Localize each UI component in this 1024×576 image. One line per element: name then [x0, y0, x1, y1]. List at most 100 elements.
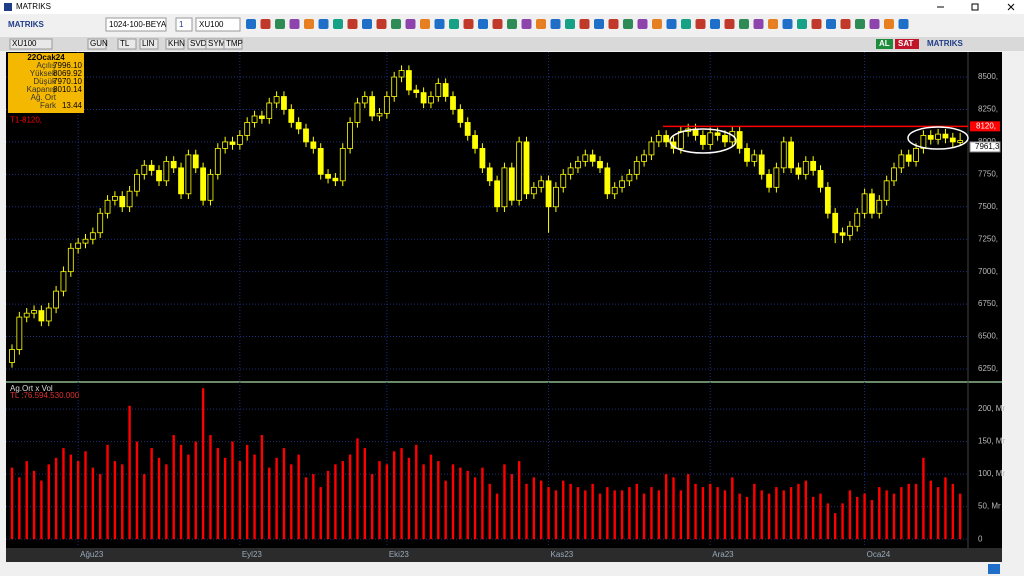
- x-tick-label: Kas23: [551, 550, 574, 559]
- button[interactable]: [895, 39, 919, 49]
- volume-bar: [429, 454, 433, 540]
- toolbar-icon[interactable]: [652, 19, 662, 29]
- button[interactable]: [876, 39, 893, 49]
- volume-bar: [54, 457, 58, 540]
- candle-body: [104, 199, 111, 214]
- candle-body: [479, 148, 486, 169]
- toolbar-icon[interactable]: [275, 19, 285, 29]
- info-value: 8010.14: [53, 85, 82, 94]
- toolbar-icon[interactable]: [666, 19, 677, 29]
- candle-body: [214, 148, 221, 175]
- toolbar-icon[interactable]: [579, 19, 590, 29]
- toolbar-icon[interactable]: [898, 19, 909, 29]
- toolbar-icon[interactable]: [710, 19, 720, 29]
- volume-bar: [393, 451, 396, 540]
- y-tick-label: 7000,: [978, 267, 998, 276]
- toolbar-icon[interactable]: [304, 19, 314, 29]
- toolbar-icon[interactable]: [463, 19, 474, 29]
- template-select[interactable]: [105, 17, 167, 32]
- toolbar-icon[interactable]: [594, 19, 604, 29]
- toolbar-icon[interactable]: [289, 19, 300, 29]
- candle-body: [258, 115, 265, 119]
- toolbar-icon[interactable]: [869, 19, 880, 29]
- close-button[interactable]: [1007, 3, 1015, 11]
- toolbar-icon[interactable]: [884, 19, 894, 29]
- toolbar-icon[interactable]: [434, 19, 445, 29]
- toolbar-icon[interactable]: [681, 19, 691, 29]
- tab[interactable]: [165, 38, 185, 50]
- volume-bar: [172, 435, 175, 540]
- toolbar-icon[interactable]: [724, 19, 735, 29]
- toolbar-icon[interactable]: [550, 19, 561, 29]
- candle-body: [589, 154, 596, 162]
- status-icon[interactable]: [988, 564, 1000, 574]
- toolbar-icon[interactable]: [695, 19, 706, 29]
- toolbar-icon[interactable]: [826, 19, 836, 29]
- toolbar-icon[interactable]: [565, 19, 575, 29]
- toolbar-icon[interactable]: [318, 19, 329, 29]
- toolbar-icon[interactable]: [768, 19, 778, 29]
- volume-bar: [268, 467, 271, 540]
- status-bar: [0, 562, 1024, 576]
- toolbar-icon[interactable]: [478, 19, 488, 29]
- candle-body: [766, 173, 772, 188]
- symbol-select[interactable]: [195, 17, 241, 32]
- toolbar-icon[interactable]: [246, 19, 256, 29]
- volume-bar: [194, 441, 197, 540]
- target-tag: [970, 121, 1000, 132]
- toolbar-icon[interactable]: [811, 19, 822, 29]
- y-tick-label: 6750,: [978, 299, 998, 308]
- volume-bar: [650, 487, 653, 540]
- tab[interactable]: [9, 38, 53, 50]
- toolbar-icon[interactable]: [521, 19, 532, 29]
- toolbar-icon[interactable]: [637, 19, 648, 29]
- button[interactable]: [924, 39, 972, 49]
- toolbar-icon[interactable]: [797, 19, 807, 29]
- candle-body: [45, 307, 52, 322]
- volume-bar: [62, 448, 65, 540]
- logo: MATRIKS: [8, 20, 45, 29]
- volume-bar: [238, 461, 242, 540]
- volume-bar: [870, 500, 874, 540]
- x-tick-label: Eki23: [389, 550, 410, 559]
- pane-title: Ag.Ort x Vol: [10, 384, 53, 393]
- toolbar-icon[interactable]: [855, 19, 865, 29]
- toolbar-icon[interactable]: [608, 19, 619, 29]
- toolbar-icon[interactable]: [405, 19, 416, 29]
- tab[interactable]: [223, 38, 243, 50]
- toolbar-icon[interactable]: [260, 19, 271, 29]
- toolbar-icon[interactable]: [449, 19, 459, 29]
- layout-select[interactable]: [175, 17, 193, 32]
- x-tick-label: Ağu23: [80, 550, 104, 559]
- toolbar-icon[interactable]: [739, 19, 749, 29]
- toolbar-icon[interactable]: [623, 19, 633, 29]
- y-tick-label: 50, Mr: [978, 502, 1001, 511]
- tab[interactable]: [87, 38, 107, 50]
- toolbar-icon[interactable]: [840, 19, 851, 29]
- candle-body: [347, 122, 354, 149]
- toolbar-icon[interactable]: [391, 19, 401, 29]
- tab-label: GUN: [90, 39, 108, 48]
- tab[interactable]: [117, 38, 137, 50]
- candle-body: [23, 312, 30, 318]
- maximize-button[interactable]: [971, 3, 979, 11]
- candle-body: [869, 193, 875, 214]
- toolbar-icon[interactable]: [362, 19, 372, 29]
- toolbar-icon[interactable]: [753, 19, 764, 29]
- volume-bar: [576, 487, 580, 540]
- toolbar-icon[interactable]: [347, 19, 358, 29]
- toolbar-icon[interactable]: [782, 19, 793, 29]
- candle-body: [597, 160, 603, 169]
- toolbar-icon[interactable]: [376, 19, 387, 29]
- toolbar-icon[interactable]: [333, 19, 343, 29]
- volume-bar: [922, 457, 925, 540]
- tab[interactable]: [139, 38, 159, 50]
- candle-body: [817, 170, 824, 188]
- volume-bar: [459, 467, 462, 540]
- toolbar-icon[interactable]: [492, 19, 503, 29]
- toolbar-icon[interactable]: [507, 19, 517, 29]
- toolbar-icon[interactable]: [536, 19, 546, 29]
- toolbar-icon[interactable]: [420, 19, 430, 29]
- info-label: Fark: [40, 101, 57, 110]
- candle-body: [369, 96, 376, 117]
